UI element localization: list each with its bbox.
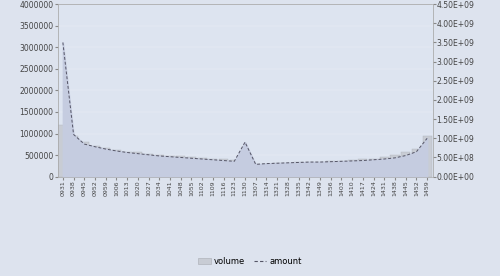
Bar <box>187 157 196 177</box>
Bar <box>122 152 132 177</box>
Bar <box>358 160 368 177</box>
Bar <box>230 160 239 177</box>
Bar <box>240 164 250 177</box>
Bar <box>58 125 68 177</box>
Bar <box>380 157 389 177</box>
Bar <box>326 161 336 177</box>
Bar <box>69 136 78 177</box>
Bar <box>251 164 260 177</box>
Bar <box>284 163 292 177</box>
Bar <box>219 160 228 177</box>
Bar <box>154 155 164 177</box>
Bar <box>90 146 100 177</box>
Bar <box>272 163 281 177</box>
Bar <box>316 161 324 177</box>
Bar <box>208 158 218 177</box>
Bar <box>337 161 346 177</box>
Bar <box>166 155 174 177</box>
Bar <box>262 164 271 177</box>
Bar <box>304 162 314 177</box>
Bar <box>112 150 121 177</box>
Bar <box>198 158 206 177</box>
Bar <box>176 156 186 177</box>
Bar <box>401 152 410 177</box>
Bar <box>101 148 110 177</box>
Bar <box>294 162 303 177</box>
Legend: volume, amount: volume, amount <box>195 253 305 269</box>
Bar <box>390 155 400 177</box>
Bar <box>412 148 421 177</box>
Bar <box>80 142 89 177</box>
Bar <box>348 160 356 177</box>
Bar <box>144 154 153 177</box>
Bar <box>134 152 142 177</box>
Bar <box>369 158 378 177</box>
Bar <box>422 136 432 177</box>
